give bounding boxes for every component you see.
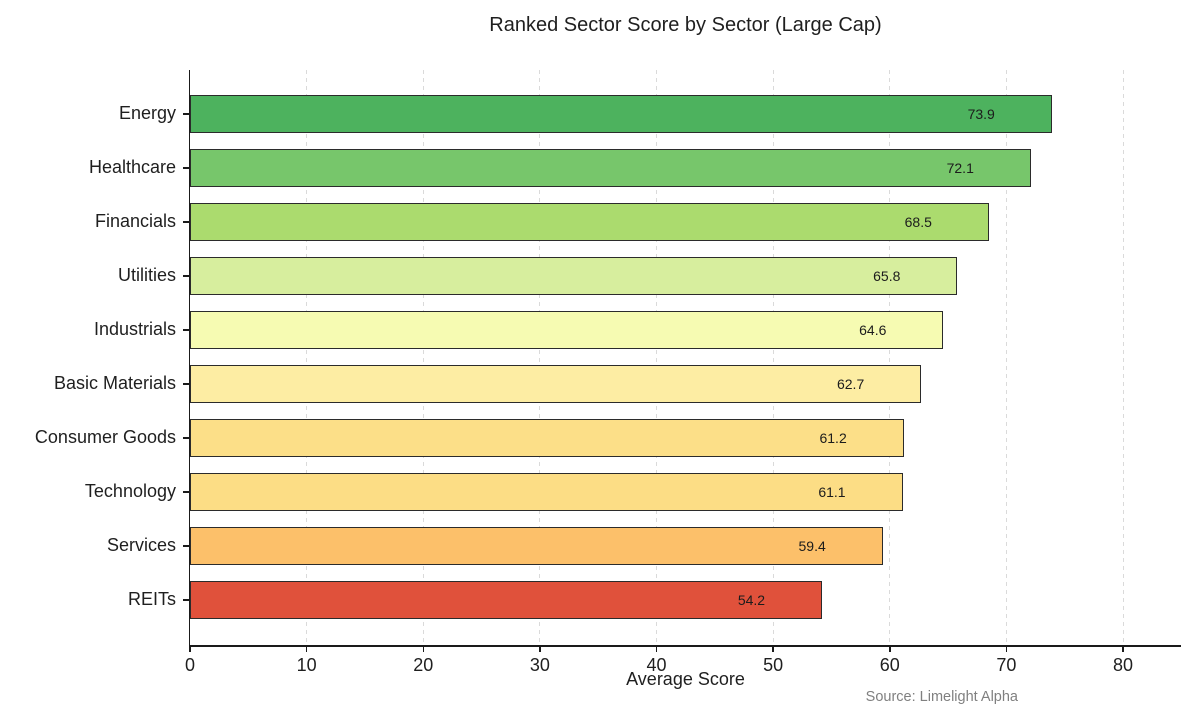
bar: 62.7: [190, 365, 922, 403]
x-tick-mark: [305, 645, 308, 652]
bar-value-label: 64.6: [859, 322, 887, 338]
x-tick-label: 50: [763, 655, 784, 675]
x-tick-label: 20: [413, 655, 434, 675]
x-tick-mark: [539, 645, 541, 652]
category-label: Basic Materials: [53, 373, 176, 393]
x-tick-label: 10: [296, 655, 317, 675]
y-tick-mark: [183, 545, 190, 547]
bar: 64.6: [190, 311, 944, 349]
x-tick-label: 80: [1112, 655, 1134, 675]
category-label: Energy: [118, 103, 176, 123]
y-tick-mark: [183, 167, 190, 169]
category-label: REITs: [127, 589, 176, 609]
x-tick-mark: [1122, 645, 1124, 652]
x-tick-label: 40: [646, 655, 667, 675]
bar: 54.2: [190, 581, 823, 619]
bar-value-label: 61.2: [819, 430, 847, 446]
x-tick-label: 60: [879, 655, 900, 675]
gridline: [1005, 70, 1007, 645]
bar-value-label: 59.4: [798, 538, 826, 554]
category-label: Utilities: [117, 265, 176, 285]
bar: 65.8: [190, 257, 958, 295]
y-axis-line: [188, 70, 190, 647]
y-tick-mark: [183, 221, 190, 223]
gridline: [306, 70, 308, 645]
x-tick-mark: [1005, 645, 1008, 652]
bar-value-label: 65.8: [873, 268, 901, 284]
gridline: [889, 70, 891, 645]
y-tick-mark: [183, 275, 190, 277]
x-tick-mark: [655, 645, 658, 652]
category-label: Services: [106, 535, 176, 555]
x-tick-label: 30: [529, 655, 550, 675]
x-axis-label: Average Score: [626, 669, 745, 689]
bar-value-label: 73.9: [967, 106, 995, 122]
bar-value-label: 68.5: [904, 214, 932, 230]
bar: 72.1: [190, 149, 1031, 187]
x-tick-label: 0: [184, 655, 195, 675]
x-tick-mark: [889, 645, 891, 652]
category-label: Industrials: [93, 319, 176, 339]
bar: 68.5: [190, 203, 989, 241]
gridline: [1122, 70, 1124, 645]
bar: 73.9: [190, 95, 1052, 133]
category-label: Financials: [94, 211, 176, 231]
y-tick-mark: [183, 437, 190, 439]
category-label: Technology: [84, 481, 176, 501]
bar: 61.2: [190, 419, 904, 457]
bar: 61.1: [190, 473, 903, 511]
bar: 59.4: [190, 527, 883, 565]
y-tick-mark: [183, 599, 190, 601]
x-tick-mark: [772, 645, 774, 652]
x-tick-label: 70: [996, 655, 1017, 675]
x-tick-mark: [422, 645, 424, 652]
category-label: Healthcare: [88, 157, 176, 177]
y-tick-mark: [183, 113, 190, 115]
bar-value-label: 62.7: [836, 376, 865, 392]
gridline: [656, 70, 657, 645]
x-axis-line: [188, 645, 1182, 647]
bar-value-label: 72.1: [946, 160, 974, 176]
chart-title: Ranked Sector Score by Sector (Large Cap…: [489, 14, 882, 36]
gridline: [539, 70, 541, 645]
source-caption: Source: Limelight Alpha: [865, 689, 1018, 705]
category-label: Consumer Goods: [34, 427, 176, 447]
bar-value-label: 54.2: [737, 592, 766, 608]
gridline: [422, 70, 424, 645]
gridline: [772, 70, 774, 645]
bar-value-label: 61.1: [818, 484, 846, 500]
y-tick-mark: [183, 383, 190, 385]
x-tick-mark: [189, 645, 191, 652]
y-tick-mark: [183, 329, 190, 331]
y-tick-mark: [183, 491, 190, 493]
